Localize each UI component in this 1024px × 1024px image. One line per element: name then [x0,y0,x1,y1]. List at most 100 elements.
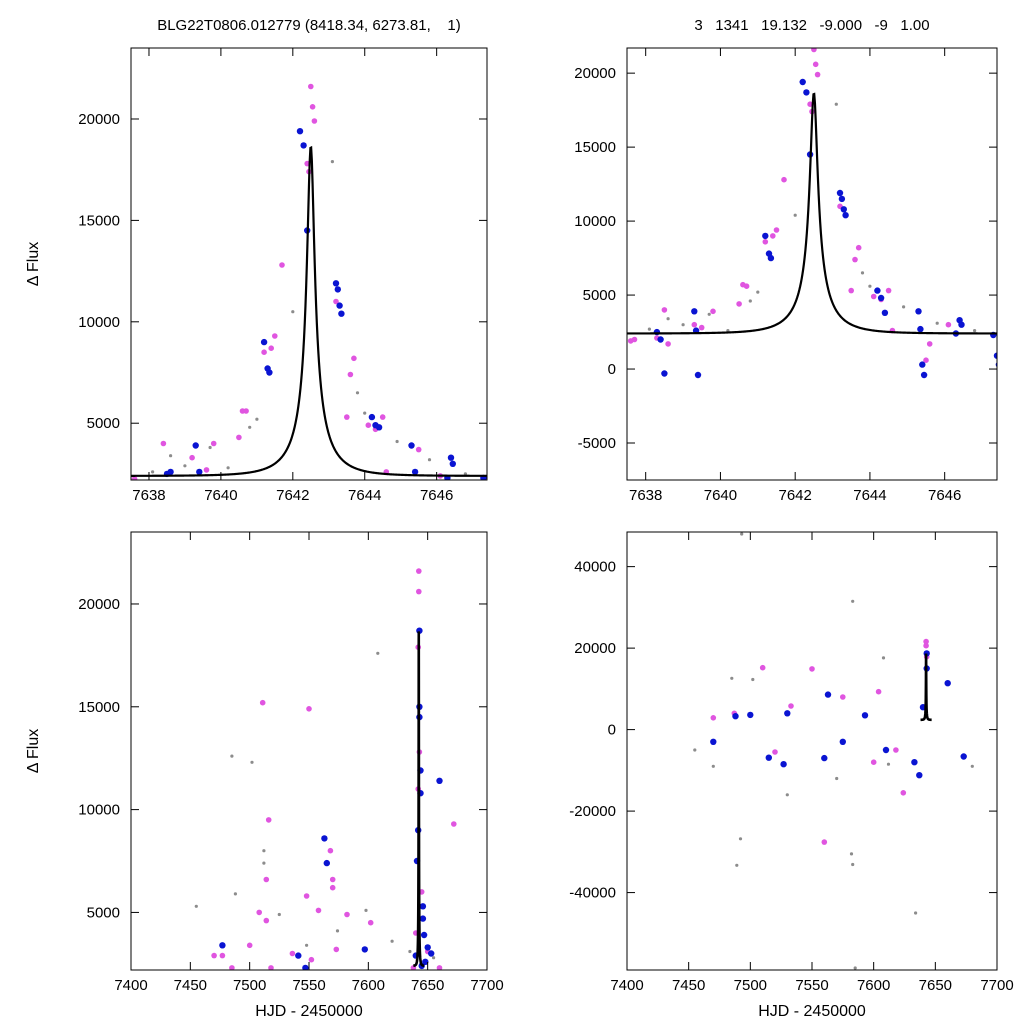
point-magenta [259,699,266,706]
x-tick-label: 7640 [704,487,737,504]
y-tick-label: 5000 [87,415,120,432]
point-gray [740,532,744,536]
point-blue [436,777,443,784]
point-gray [748,299,752,303]
x-tick-label: 7700 [980,977,1013,994]
point-magenta [263,917,270,924]
point-gray [233,892,237,896]
point-gray [427,458,432,462]
point-blue [428,950,435,957]
point-blue [336,302,343,309]
x-tick-label: 7638 [629,487,662,504]
point-gray [183,464,187,468]
y-tick-label: 5000 [87,904,120,921]
point-gray [868,284,872,288]
point-gray [262,849,266,853]
point-magenta [263,876,270,883]
point-blue [260,338,268,346]
model-curve [627,92,997,335]
x-axis-label: HJD - 2450000 [255,1003,363,1020]
point-magenta [855,244,862,251]
point-magenta [351,355,357,362]
point-magenta [875,688,882,695]
y-tick-label: 5000 [583,287,616,304]
x-tick-label: 7646 [420,487,453,504]
x-tick-label: 7642 [778,487,811,504]
model-curve [920,653,932,722]
point-gray [914,911,918,915]
point-blue [422,958,429,965]
point-blue [747,711,754,719]
point-magenta [848,287,854,294]
point-blue [836,189,844,197]
point-magenta [631,336,638,343]
point-blue [861,712,869,719]
point-gray [756,290,760,294]
point-blue [420,931,428,939]
panels: 7638 7640 7642 7644 7646 5000 10000 15000 20000 Δ… [25,47,1014,1020]
point-gray [707,312,711,316]
point-magenta [344,911,350,918]
point-magenta [923,357,929,364]
point-magenta [347,371,354,378]
point-magenta [219,952,226,959]
point-gray [169,454,173,458]
point-blue [911,759,918,766]
point-magenta [665,341,671,347]
point-blue [338,310,345,317]
point-blue [321,835,328,842]
point-gray [902,305,906,309]
point-blue [799,78,806,86]
point-blue [824,691,832,698]
point-magenta [926,341,933,347]
point-magenta [710,308,716,315]
point-blue [762,232,769,240]
y-axis-label: Δ Flux [25,729,42,773]
y-tick-label: 15000 [574,139,616,156]
x-tick-label: 7450 [672,977,705,994]
y-tick-label: -20000 [569,803,616,820]
point-magenta [265,817,272,823]
point-blue [881,309,889,316]
point-gray [230,754,234,758]
x-tick-label: 7646 [928,487,961,504]
data-points [693,532,974,970]
point-magenta [261,349,267,356]
point-magenta [311,118,318,124]
point-blue [919,361,926,368]
point-gray [208,445,212,450]
point-magenta [415,446,422,453]
point-magenta [272,333,278,339]
point-magenta [811,48,817,53]
point-gray [151,470,155,474]
x-tick-label: 7550 [292,977,325,994]
plot-frame [626,47,998,481]
y-tick-label: 20000 [78,596,120,613]
plot-frame [130,47,488,481]
point-blue [767,254,775,262]
point-gray [277,912,281,917]
point-magenta [945,321,952,328]
point-magenta [308,956,315,963]
point-blue [838,195,846,203]
point-magenta [809,666,815,672]
point-gray [681,323,685,327]
point-blue [842,212,849,219]
header-right: 3 1341 19.132 -9.000 -9 1.00 [694,17,929,34]
model-curve [413,631,425,968]
point-blue [917,325,924,333]
point-gray [851,862,855,867]
point-blue [295,952,302,959]
point-magenta [807,101,813,107]
point-magenta [268,345,275,352]
y-tick-label: 10000 [78,802,120,819]
point-blue [803,89,810,96]
x-tick-label: 7450 [174,977,207,994]
point-blue [915,308,922,315]
point-gray [364,908,368,913]
y-axis-label: Δ Flux [25,242,42,286]
point-gray [647,327,652,331]
point-blue [944,680,951,687]
point-gray [730,676,734,680]
point-magenta [893,747,899,753]
